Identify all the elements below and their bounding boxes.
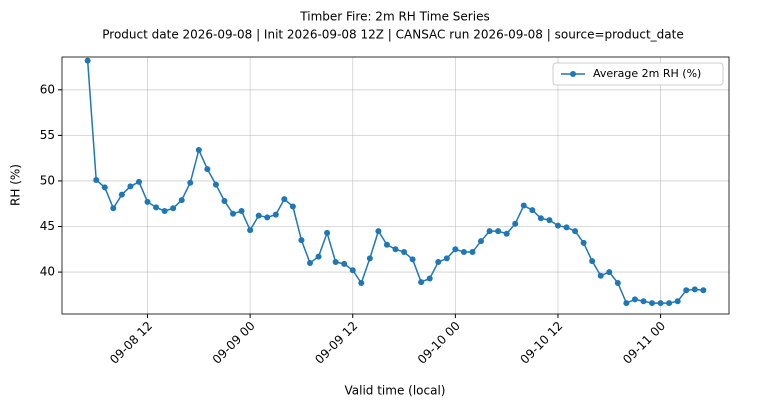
data-point <box>657 300 664 307</box>
data-point <box>631 296 638 303</box>
data-point <box>546 217 553 224</box>
data-point <box>495 228 502 235</box>
data-point <box>375 228 382 235</box>
data-point <box>683 287 690 294</box>
y-tick-label: 40 <box>40 265 55 279</box>
data-point <box>204 166 211 173</box>
data-point <box>478 238 485 245</box>
y-tick-label: 50 <box>40 173 55 187</box>
data-point <box>392 246 399 253</box>
data-point <box>366 255 373 262</box>
data-point <box>212 181 219 188</box>
data-point <box>84 57 91 64</box>
x-tick-label: 09-11 00 <box>620 319 668 367</box>
x-tick-label: 09-08 12 <box>107 319 155 367</box>
data-point <box>452 246 459 253</box>
data-point <box>144 198 151 205</box>
data-point <box>324 229 331 236</box>
data-point <box>221 197 228 204</box>
data-point <box>606 269 613 276</box>
data-point <box>195 146 202 153</box>
x-tick-label: 09-09 00 <box>210 319 258 367</box>
data-line <box>86 60 704 305</box>
y-axis-label: RH (%) <box>9 164 23 206</box>
data-point <box>666 300 673 307</box>
data-point <box>170 205 177 212</box>
data-point <box>401 249 408 256</box>
data-point <box>93 177 100 184</box>
legend-label: Average 2m RH (%) <box>593 67 701 80</box>
data-point <box>349 267 356 274</box>
data-point <box>358 280 365 287</box>
data-point <box>178 197 185 204</box>
x-axis-label: Valid time (local) <box>345 384 446 398</box>
data-point <box>298 237 305 244</box>
data-point <box>247 227 254 234</box>
data-point <box>649 300 656 307</box>
x-tick-label: 09-09 12 <box>312 319 360 367</box>
data-point <box>469 249 476 256</box>
data-point <box>460 249 467 256</box>
data-point <box>691 286 698 293</box>
data-point <box>383 241 390 248</box>
data-point <box>486 228 493 235</box>
legend-box <box>552 62 724 86</box>
data-point <box>614 280 621 287</box>
chart-title: Timber Fire: 2m RH Time Series <box>299 10 489 24</box>
data-point <box>135 178 142 185</box>
data-point <box>529 207 536 214</box>
data-point <box>554 222 561 229</box>
y-tick-label: 60 <box>40 82 55 96</box>
data-point <box>153 204 160 211</box>
data-point <box>341 260 348 267</box>
x-tick-label: 09-10 00 <box>415 319 463 367</box>
data-point <box>161 208 168 215</box>
data-point <box>597 272 604 279</box>
data-point <box>503 230 510 237</box>
chart-subtitle: Product date 2026-09-08 | Init 2026-09-0… <box>102 28 683 42</box>
data-point <box>289 203 296 210</box>
y-tick-label: 45 <box>40 219 55 233</box>
data-point <box>315 253 322 260</box>
data-point <box>272 211 279 218</box>
data-point <box>435 259 442 266</box>
data-point <box>623 300 630 307</box>
data-point <box>520 202 527 209</box>
data-point <box>101 184 108 191</box>
data-point <box>700 287 707 294</box>
data-point <box>264 214 271 221</box>
data-point <box>443 255 450 262</box>
x-tick-label: 09-10 12 <box>518 319 566 367</box>
data-point <box>418 279 425 286</box>
data-point <box>563 224 570 231</box>
data-point <box>306 259 313 266</box>
data-point <box>589 258 596 265</box>
data-point <box>255 212 262 219</box>
y-tick-label: 55 <box>40 128 55 142</box>
data-point <box>127 183 134 190</box>
data-point <box>332 259 339 266</box>
data-point <box>230 210 237 217</box>
data-point <box>426 275 433 282</box>
data-point <box>572 228 579 235</box>
data-point <box>281 196 288 203</box>
data-point <box>409 256 416 263</box>
data-point <box>187 179 194 186</box>
data-point <box>674 298 681 305</box>
data-point <box>640 298 647 305</box>
data-point <box>512 220 519 227</box>
legend-marker <box>570 71 576 77</box>
data-point <box>110 205 117 212</box>
data-point <box>580 239 587 246</box>
data-point <box>537 215 544 222</box>
data-point <box>238 208 245 215</box>
plot-frame <box>61 56 730 315</box>
data-point <box>118 191 125 198</box>
